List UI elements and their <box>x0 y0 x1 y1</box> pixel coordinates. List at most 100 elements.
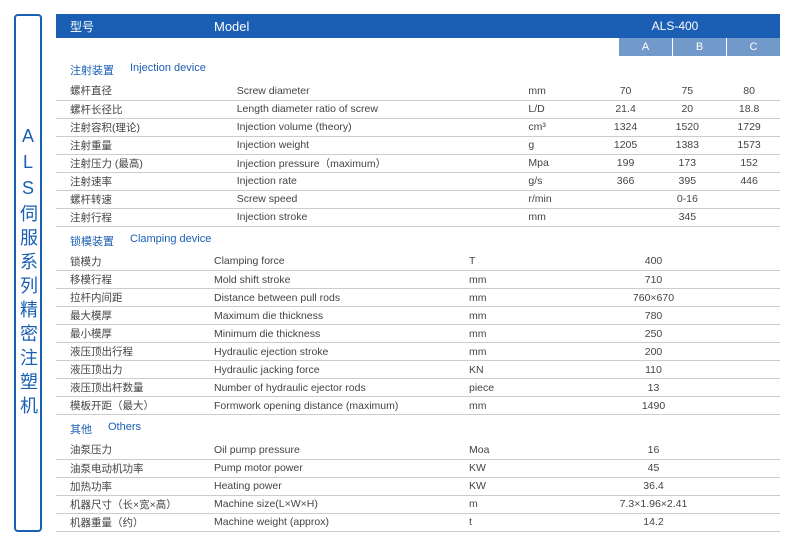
spec-table: 锁模力Clamping forceT400移模行程Mold shift stro… <box>56 253 780 416</box>
cell-param-en: Mold shift stroke <box>214 271 469 289</box>
cell-param-cn: 注射重量 <box>56 136 237 154</box>
col-c: C <box>726 38 780 56</box>
cell-value: 20 <box>656 100 718 118</box>
cell-unit: mm <box>469 343 527 361</box>
cell-unit: mm <box>469 289 527 307</box>
table-row: 锁模力Clamping forceT400 <box>56 253 780 271</box>
cell-param-cn: 液压顶出行程 <box>56 343 214 361</box>
cell-param-en: Hydraulic ejection stroke <box>214 343 469 361</box>
sidebar-box: ALS伺服系列精密注塑机 <box>14 14 42 532</box>
cell-param-en: Injection pressure（maximum） <box>237 154 529 172</box>
cell-value: 1520 <box>656 118 718 136</box>
cell-unit: KW <box>469 459 527 477</box>
cell-param-cn: 模板开距（最大） <box>56 397 214 415</box>
cell-param-en: Number of hydraulic ejector rods <box>214 379 469 397</box>
cell-param-cn: 移模行程 <box>56 271 214 289</box>
cell-value-merged: 36.4 <box>527 477 780 495</box>
cell-value: 1205 <box>595 136 657 154</box>
cell-value: 366 <box>595 172 657 190</box>
table-row: 最小模厚Minimum die thicknessmm250 <box>56 325 780 343</box>
cell-value-merged: 13 <box>527 379 780 397</box>
table-row: 机器重量（约）Machine weight (approx)t14.2 <box>56 513 780 531</box>
cell-unit: cm³ <box>528 118 594 136</box>
col-a: A <box>618 38 672 56</box>
cell-value: 173 <box>656 154 718 172</box>
cell-value: 395 <box>656 172 718 190</box>
spec-table: 油泵压力Oil pump pressureMoa16油泵电动机功率Pump mo… <box>56 441 780 532</box>
header-model-value: ALS-400 <box>570 19 780 33</box>
table-row: 最大模厚Maximum die thicknessmm780 <box>56 307 780 325</box>
cell-unit: mm <box>469 307 527 325</box>
table-row: 注射压力 (最高)Injection pressure（maximum）Mpa1… <box>56 154 780 172</box>
cell-param-cn: 机器重量（约） <box>56 513 214 531</box>
cell-value-merged: 0-16 <box>595 190 780 208</box>
cell-value-merged: 110 <box>527 361 780 379</box>
cell-param-en: Oil pump pressure <box>214 441 469 459</box>
cell-unit: Moa <box>469 441 527 459</box>
cell-param-en: Clamping force <box>214 253 469 271</box>
cell-value: 75 <box>656 82 718 100</box>
cell-param-en: Injection volume (theory) <box>237 118 529 136</box>
abc-header-row: A B C <box>56 38 780 56</box>
section-title-cn: 其他 <box>70 421 92 437</box>
cell-param-cn: 机器尺寸（长×宽×高） <box>56 495 214 513</box>
table-row: 注射容积(理论)Injection volume (theory)cm³1324… <box>56 118 780 136</box>
cell-unit: piece <box>469 379 527 397</box>
section-title-en: Clamping device <box>130 233 211 249</box>
cell-value-merged: 345 <box>595 208 780 226</box>
cell-param-cn: 最大模厚 <box>56 307 214 325</box>
cell-param-cn: 注射容积(理论) <box>56 118 237 136</box>
table-row: 油泵压力Oil pump pressureMoa16 <box>56 441 780 459</box>
table-row: 注射行程Injection strokemm345 <box>56 208 780 226</box>
section-title-en: Others <box>108 421 141 437</box>
cell-param-en: Distance between pull rods <box>214 289 469 307</box>
cell-unit: mm <box>469 325 527 343</box>
cell-value: 1383 <box>656 136 718 154</box>
col-b: B <box>672 38 726 56</box>
cell-unit: mm <box>469 397 527 415</box>
cell-param-cn: 螺杆直径 <box>56 82 237 100</box>
cell-value: 199 <box>595 154 657 172</box>
section-title-cn: 锁模装置 <box>70 233 114 249</box>
cell-param-cn: 拉杆内间距 <box>56 289 214 307</box>
cell-value-merged: 710 <box>527 271 780 289</box>
cell-param-en: Minimum die thickness <box>214 325 469 343</box>
cell-unit: mm <box>528 82 594 100</box>
table-row: 液压顶出力Hydraulic jacking forceKN110 <box>56 361 780 379</box>
section-title: 注射装置Injection device <box>56 56 780 82</box>
cell-value: 446 <box>718 172 780 190</box>
cell-param-cn: 加热功率 <box>56 477 214 495</box>
cell-param-en: Formwork opening distance (maximum) <box>214 397 469 415</box>
header-model-label: Model <box>214 19 570 34</box>
cell-value-merged: 400 <box>527 253 780 271</box>
cell-param-cn: 油泵电动机功率 <box>56 459 214 477</box>
cell-param-cn: 注射行程 <box>56 208 237 226</box>
table-row: 螺杆直径Screw diametermm707580 <box>56 82 780 100</box>
cell-value: 1324 <box>595 118 657 136</box>
cell-unit: t <box>469 513 527 531</box>
spec-table: 螺杆直径Screw diametermm707580螺杆长径比Length di… <box>56 82 780 227</box>
cell-param-en: Machine weight (approx) <box>214 513 469 531</box>
table-row: 液压顶出行程Hydraulic ejection strokemm200 <box>56 343 780 361</box>
cell-param-en: Heating power <box>214 477 469 495</box>
cell-param-cn: 最小模厚 <box>56 325 214 343</box>
cell-unit: Mpa <box>528 154 594 172</box>
cell-param-en: Injection weight <box>237 136 529 154</box>
header-type-cn: 型号 <box>56 18 214 35</box>
table-row: 移模行程Mold shift strokemm710 <box>56 271 780 289</box>
cell-value: 70 <box>595 82 657 100</box>
cell-param-cn: 螺杆长径比 <box>56 100 237 118</box>
cell-param-en: Injection rate <box>237 172 529 190</box>
content-area: 型号 Model ALS-400 A B C 注射装置Injection dev… <box>56 14 780 532</box>
cell-unit: mm <box>469 271 527 289</box>
section-title: 其他 Others <box>56 415 780 441</box>
section-title-en: Injection device <box>130 62 206 78</box>
sidebar-title: ALS伺服系列精密注塑机 <box>19 126 37 420</box>
cell-param-cn: 油泵压力 <box>56 441 214 459</box>
cell-unit: KW <box>469 477 527 495</box>
cell-param-en: Screw diameter <box>237 82 529 100</box>
cell-unit: r/min <box>528 190 594 208</box>
cell-value-merged: 780 <box>527 307 780 325</box>
cell-value: 1729 <box>718 118 780 136</box>
cell-param-en: Machine size(L×W×H) <box>214 495 469 513</box>
